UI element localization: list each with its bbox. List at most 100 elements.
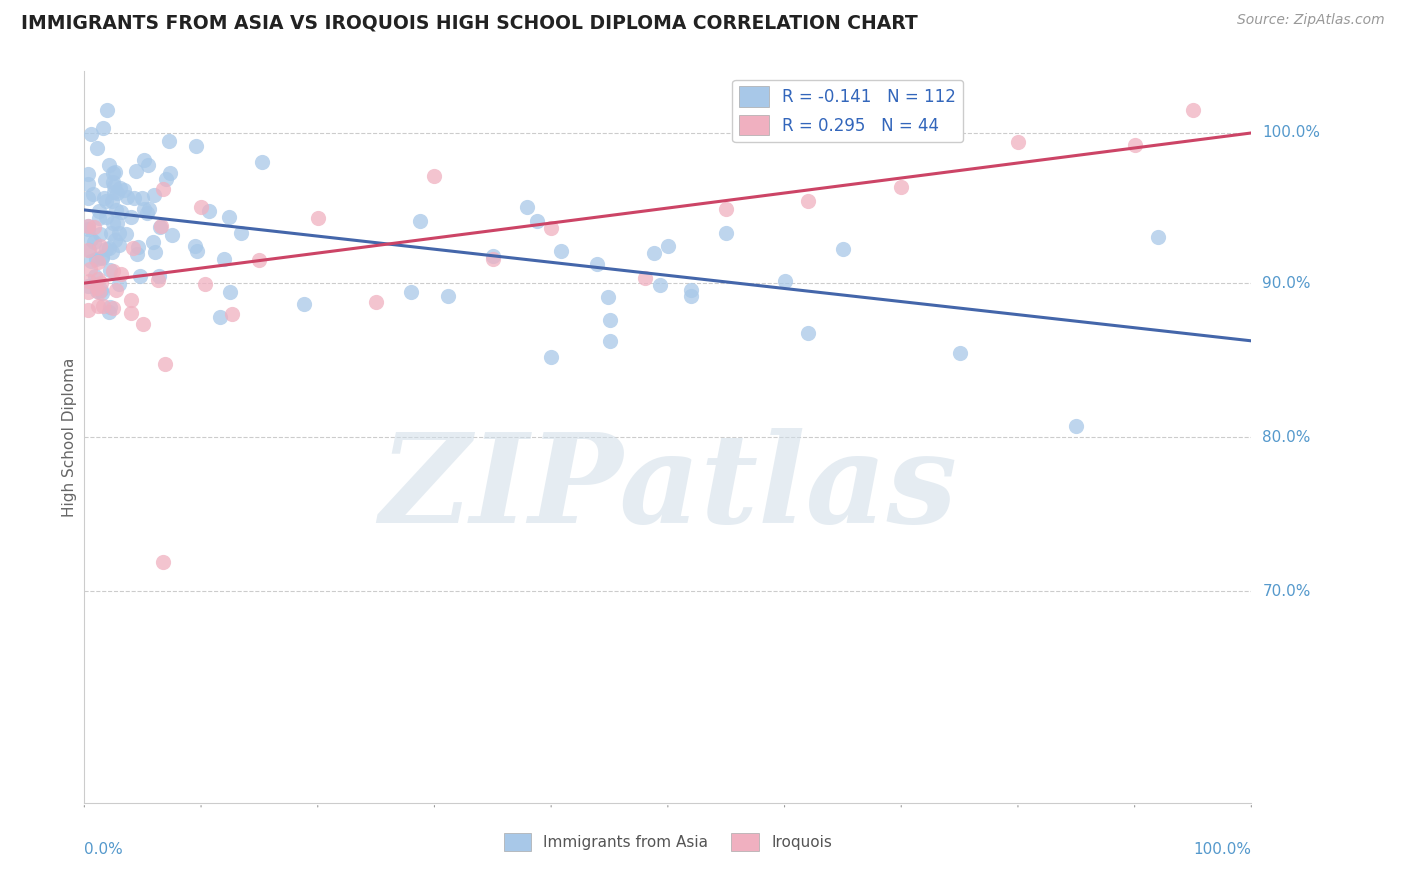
Point — [409, 214, 432, 228]
Text: 100.0%: 100.0% — [1194, 842, 1251, 856]
Point — [96, 103, 118, 117]
Point — [229, 226, 252, 240]
Point — [550, 244, 572, 258]
Point — [596, 290, 619, 304]
Point — [797, 326, 820, 340]
Point — [104, 233, 127, 247]
Point — [120, 293, 142, 307]
Point — [208, 310, 231, 325]
Text: 0.0%: 0.0% — [84, 842, 124, 856]
Point — [134, 153, 156, 167]
Point — [307, 211, 329, 225]
Point — [91, 299, 114, 313]
Point — [773, 274, 796, 288]
Point — [120, 210, 142, 224]
Point — [650, 277, 672, 292]
Point — [84, 269, 107, 284]
Point — [1066, 418, 1088, 433]
Point — [599, 334, 621, 348]
Point — [194, 277, 217, 292]
Point — [153, 357, 176, 371]
Text: 80.0%: 80.0% — [1263, 430, 1310, 444]
Point — [89, 227, 111, 241]
Point — [80, 231, 103, 245]
Point — [157, 134, 180, 148]
Point — [214, 252, 236, 266]
Point — [716, 202, 738, 216]
Point — [184, 238, 207, 252]
Point — [599, 313, 621, 327]
Point — [104, 203, 127, 218]
Point — [89, 204, 111, 219]
Point — [101, 301, 124, 315]
Point — [136, 205, 159, 219]
Point — [103, 176, 125, 190]
Point — [76, 177, 98, 191]
Point — [86, 281, 108, 295]
Point — [148, 268, 170, 283]
Point — [110, 180, 132, 194]
Point — [1123, 138, 1146, 153]
Point — [143, 245, 166, 260]
Point — [86, 141, 108, 155]
Point — [83, 219, 105, 234]
Point — [540, 351, 562, 365]
Point — [76, 191, 98, 205]
Point — [125, 163, 148, 178]
Point — [423, 169, 446, 183]
Point — [94, 194, 117, 208]
Point — [84, 252, 107, 266]
Point — [76, 285, 98, 299]
Point — [90, 277, 112, 291]
Point — [949, 345, 972, 359]
Point — [101, 194, 124, 208]
Point — [105, 283, 128, 297]
Point — [366, 295, 388, 310]
Point — [76, 278, 98, 293]
Text: IMMIGRANTS FROM ASIA VS IROQUOIS HIGH SCHOOL DIPLOMA CORRELATION CHART: IMMIGRANTS FROM ASIA VS IROQUOIS HIGH SC… — [21, 13, 918, 32]
Point — [127, 247, 149, 261]
Point — [679, 283, 702, 297]
Point — [110, 205, 132, 219]
Point — [77, 275, 100, 289]
Y-axis label: High School Diploma: High School Diploma — [62, 358, 77, 516]
Point — [131, 191, 153, 205]
Point — [98, 300, 121, 314]
Point — [80, 127, 103, 141]
Point — [198, 203, 221, 218]
Text: 90.0%: 90.0% — [1263, 276, 1310, 291]
Point — [90, 285, 112, 300]
Point — [100, 226, 122, 240]
Point — [142, 235, 165, 249]
Point — [101, 245, 124, 260]
Point — [150, 219, 173, 234]
Point — [120, 306, 142, 320]
Point — [87, 285, 110, 300]
Point — [585, 257, 607, 271]
Point — [1007, 135, 1029, 149]
Point — [155, 171, 177, 186]
Point — [132, 317, 155, 331]
Point — [221, 307, 243, 321]
Text: 100.0%: 100.0% — [1263, 126, 1320, 140]
Point — [83, 235, 105, 249]
Point — [218, 285, 240, 299]
Point — [108, 238, 131, 252]
Point — [190, 200, 212, 214]
Point — [657, 239, 679, 253]
Point — [98, 263, 121, 277]
Point — [87, 255, 110, 269]
Point — [124, 191, 146, 205]
Legend: Immigrants from Asia, Iroquois: Immigrants from Asia, Iroquois — [498, 827, 838, 857]
Point — [159, 166, 181, 180]
Point — [105, 186, 128, 200]
Point — [797, 194, 820, 208]
Point — [149, 219, 172, 234]
Text: Source: ZipAtlas.com: Source: ZipAtlas.com — [1237, 13, 1385, 28]
Point — [80, 254, 103, 268]
Point — [93, 173, 115, 187]
Point — [162, 227, 184, 242]
Point — [249, 252, 271, 267]
Point — [94, 242, 117, 256]
Point — [76, 167, 98, 181]
